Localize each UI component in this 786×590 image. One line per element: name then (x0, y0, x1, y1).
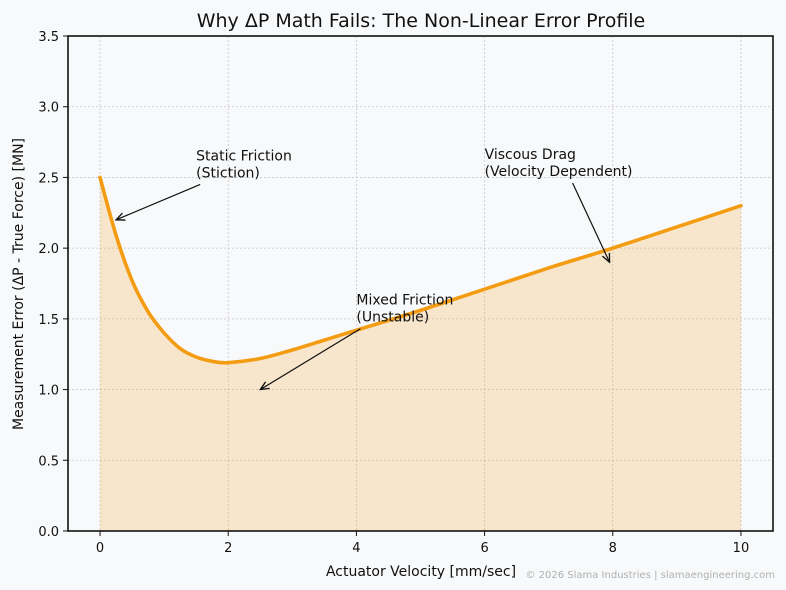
data-point (675, 225, 678, 228)
annotation-text: (Unstable) (356, 310, 429, 326)
x-tick-label: 8 (609, 541, 617, 556)
x-axis-ticks: 0 2 4 6 8 10 (96, 531, 749, 556)
annotation-text: Mixed Friction (356, 293, 453, 309)
y-tick-label: 2.0 (38, 242, 59, 257)
plot-frame (67, 35, 774, 532)
annotation-arrow (572, 182, 610, 262)
x-tick-label: 10 (733, 541, 750, 556)
x-axis-label: Actuator Velocity [mm/sec] (326, 564, 516, 580)
annotation-text: Viscous Drag (485, 147, 576, 163)
series-line (98, 175, 743, 365)
data-point (259, 357, 262, 360)
annotations: Static Friction(Stiction)Mixed Friction(… (116, 147, 633, 390)
data-point (483, 288, 486, 291)
y-axis-ticks: 0.0 0.5 1.0 1.5 2.0 2.5 3.0 3.5 (38, 30, 68, 540)
y-tick-label: 0.5 (38, 454, 59, 469)
data-point (547, 266, 550, 269)
y-axis-label: Measurement Error (ΔP - True Force) [MN] (11, 138, 27, 430)
data-point (291, 348, 294, 351)
data-point (147, 310, 150, 313)
area-fill (100, 177, 741, 531)
watermark: © 2026 Slama Industries | slamaengineeri… (525, 570, 775, 581)
data-point (211, 360, 214, 363)
series-area (100, 177, 741, 531)
data-point (99, 176, 102, 179)
annotation-arrow (116, 183, 201, 219)
x-tick-label: 6 (480, 541, 488, 556)
annotation-text: (Velocity Dependent) (485, 164, 633, 180)
y-tick-label: 2.5 (38, 171, 59, 186)
annotation-text: Static Friction (196, 148, 292, 164)
annotation-text: (Stiction) (196, 165, 260, 181)
data-point (115, 234, 118, 237)
x-tick-label: 2 (224, 541, 232, 556)
data-point (179, 347, 182, 350)
data-point (611, 247, 614, 250)
series-lines (98, 175, 743, 365)
y-tick-label: 1.5 (38, 313, 59, 328)
y-tick-label: 3.0 (38, 101, 59, 116)
chart-title: Why ΔP Math Fails: The Non-Linear Error … (197, 10, 646, 32)
annotation-arrow (260, 328, 361, 390)
y-tick-label: 1.0 (38, 384, 59, 399)
data-point (323, 339, 326, 342)
data-point (739, 204, 742, 207)
x-tick-label: 0 (96, 541, 104, 556)
data-point (195, 356, 198, 359)
y-tick-label: 0.0 (38, 525, 59, 540)
data-point (227, 361, 230, 364)
data-point (163, 332, 166, 335)
y-tick-label: 3.5 (38, 30, 59, 45)
data-point (131, 279, 134, 282)
x-tick-label: 4 (352, 541, 360, 556)
